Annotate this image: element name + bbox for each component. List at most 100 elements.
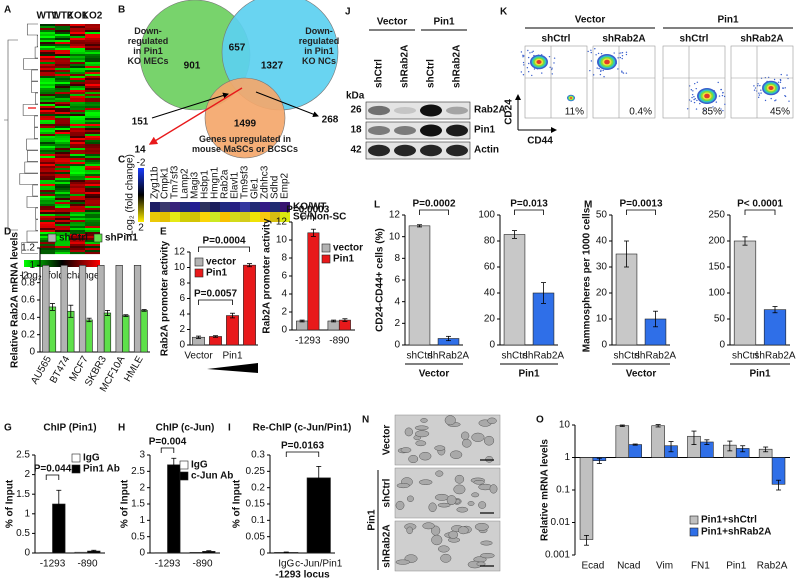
- heatmap-cell: [70, 126, 85, 129]
- heatmap-cell: [40, 148, 55, 151]
- y-tick-label: 0: [394, 340, 400, 351]
- x-tick-label: -1293: [295, 336, 321, 347]
- heatmap-cell: [40, 106, 55, 109]
- flow-event: [553, 57, 556, 59]
- heatmap-cell: [70, 106, 85, 109]
- heatmap-cell: [85, 56, 100, 59]
- flow-event: [597, 52, 600, 55]
- panel-letter: B: [118, 5, 125, 16]
- heatmap-cell: [70, 24, 85, 27]
- cell: [467, 501, 475, 506]
- flow-event: [549, 66, 551, 68]
- heatmap-cell: [40, 132, 55, 135]
- heatmap-cell: [70, 178, 85, 181]
- heatmap-cell: [70, 86, 85, 89]
- heatmap-cell: [70, 134, 85, 137]
- y-tick-label: 0.5: [16, 528, 30, 539]
- micrograph: [394, 467, 501, 519]
- heatmap-cell: [200, 212, 210, 222]
- blot-strip: [365, 121, 471, 140]
- significance-bracket: [419, 209, 449, 215]
- heatmap-cell: [70, 210, 85, 213]
- panel-letter: H: [118, 423, 125, 434]
- heatmap-cell: [250, 212, 260, 222]
- heatmap-cell: [40, 236, 55, 239]
- heatmap-cell: [85, 244, 100, 247]
- heatmap-cell: [40, 190, 55, 193]
- legend-swatch: [194, 257, 204, 267]
- heatmap-cell: [55, 48, 70, 51]
- heatmap-cell: [85, 214, 100, 217]
- cell: [428, 502, 437, 513]
- heatmap-cell: [55, 250, 70, 253]
- heatmap-cell: [85, 200, 100, 203]
- heatmap-cell: [85, 100, 100, 103]
- heatmap-cell: [40, 64, 55, 67]
- significance-bracket: [198, 299, 233, 305]
- significance-bracket: [160, 447, 175, 453]
- heatmap-cell: [70, 44, 85, 47]
- legend-swatch: [689, 515, 699, 525]
- heatmap-cell: [55, 130, 70, 133]
- flow-event: [695, 87, 697, 90]
- panel-letter: N: [362, 415, 369, 426]
- heatmap-cell: [55, 78, 70, 81]
- heatmap-cell: [40, 214, 55, 217]
- heatmap-cell: [85, 216, 100, 219]
- p-value: P=0.0057: [194, 289, 238, 300]
- y-tick-label: 10: [389, 231, 401, 242]
- flow-event: [704, 109, 706, 111]
- cell: [406, 526, 413, 535]
- heatmap-cell: [40, 218, 55, 221]
- heatmap-cell: [70, 114, 85, 117]
- cell: [444, 415, 456, 426]
- size-marker: 26: [350, 105, 362, 116]
- heatmap-cell: [40, 204, 55, 207]
- heatmap-cell: [85, 40, 100, 43]
- heatmap-cell: [85, 126, 100, 129]
- protein-label: Pin1: [474, 125, 496, 136]
- panel-letter: K: [500, 7, 508, 18]
- heatmap-cell: [55, 242, 70, 245]
- heatmap-cell: [85, 246, 100, 249]
- heatmap-cell: [70, 192, 85, 195]
- heatmap-cell: [40, 88, 55, 91]
- y-tick-label: 0.5: [131, 531, 145, 542]
- blot-band: [446, 124, 468, 137]
- heatmap-cell: [85, 34, 100, 37]
- heatmap-cell: [40, 178, 55, 181]
- heatmap-cell: [70, 184, 85, 187]
- arrow: [148, 87, 243, 145]
- heatmap-cell: [40, 196, 55, 199]
- heatmap-cell: [85, 28, 100, 31]
- blot-band: [446, 106, 468, 115]
- heatmap-cell: [85, 112, 100, 115]
- heatmap-cell: [280, 212, 290, 222]
- gene-label: Sdhd: [270, 176, 281, 199]
- flow-event: [551, 73, 553, 75]
- heatmap-cell: [270, 202, 280, 212]
- heatmap-cell: [40, 202, 55, 205]
- venn-count: 151: [132, 117, 149, 128]
- x-tick-label: -1293: [155, 559, 181, 570]
- heatmap-cell: [85, 210, 100, 213]
- heatmap-cell: [70, 28, 85, 31]
- heatmap-cell: [70, 174, 85, 177]
- heatmap-cell: [55, 248, 70, 251]
- heatmap-cell: [85, 234, 100, 237]
- heatmap-cell: [55, 148, 70, 151]
- heatmap-cell: [40, 74, 55, 77]
- p-value: P=0.044: [34, 464, 72, 475]
- bar: [74, 551, 88, 554]
- p-value: P=0.013: [510, 199, 548, 210]
- x-tick-label: shCtrl: [732, 351, 758, 362]
- heatmap-cell: [85, 74, 100, 77]
- heatmap-cell: [70, 242, 85, 245]
- flow-event: [553, 62, 555, 64]
- heatmap-cell: [40, 90, 55, 93]
- heatmap-cell: [85, 44, 100, 47]
- flow-event: [784, 87, 786, 89]
- heatmap-cell: [85, 42, 100, 45]
- heatmap-cell: [40, 206, 55, 209]
